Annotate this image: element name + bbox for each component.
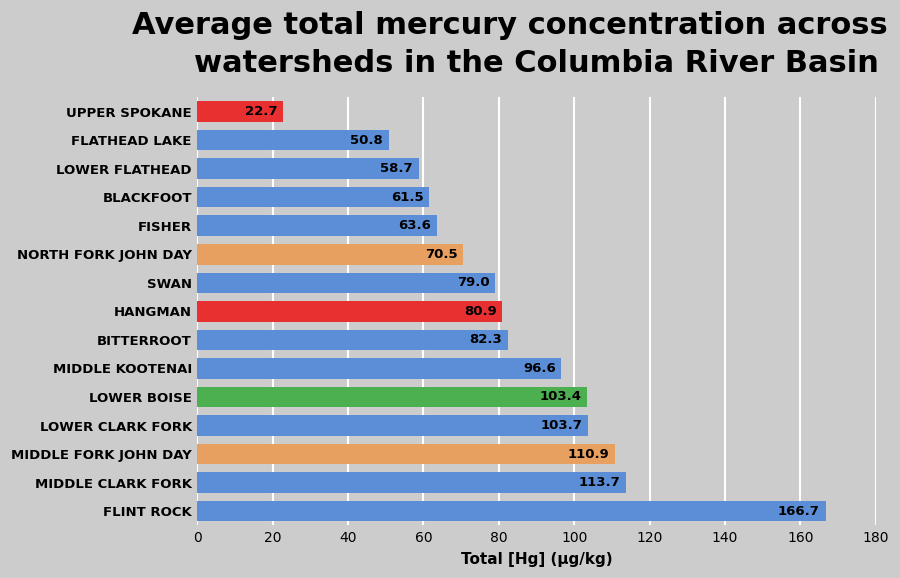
Bar <box>197 130 389 150</box>
Text: 70.5: 70.5 <box>425 248 457 261</box>
Bar <box>197 244 464 265</box>
Text: 50.8: 50.8 <box>350 134 383 147</box>
Bar <box>197 216 437 236</box>
Bar <box>197 187 429 208</box>
Text: 58.7: 58.7 <box>381 162 413 175</box>
Bar <box>197 101 283 122</box>
Text: 22.7: 22.7 <box>245 105 277 118</box>
Text: 166.7: 166.7 <box>778 505 820 518</box>
Bar <box>197 387 587 407</box>
Text: 79.0: 79.0 <box>457 276 490 290</box>
Bar <box>197 329 508 350</box>
Text: 113.7: 113.7 <box>579 476 620 489</box>
Bar <box>197 158 418 179</box>
Bar <box>197 444 616 464</box>
Bar <box>197 472 626 493</box>
Bar <box>197 358 562 379</box>
Text: 61.5: 61.5 <box>391 191 424 203</box>
Text: 80.9: 80.9 <box>464 305 497 318</box>
Text: 103.4: 103.4 <box>539 391 581 403</box>
Text: 82.3: 82.3 <box>469 334 502 346</box>
Text: 96.6: 96.6 <box>523 362 555 375</box>
Title: Average total mercury concentration across 15
watersheds in the Columbia River B: Average total mercury concentration acro… <box>132 11 900 78</box>
Bar <box>197 301 502 321</box>
Text: 103.7: 103.7 <box>541 419 582 432</box>
Bar <box>197 415 588 436</box>
X-axis label: Total [Hg] (μg/kg): Total [Hg] (μg/kg) <box>461 552 612 567</box>
Bar <box>197 501 825 521</box>
Text: 63.6: 63.6 <box>399 219 431 232</box>
Text: 110.9: 110.9 <box>568 447 609 461</box>
Bar <box>197 273 495 293</box>
